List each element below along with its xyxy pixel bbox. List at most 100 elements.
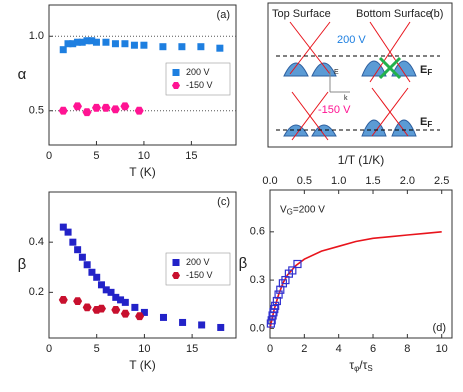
marker	[69, 238, 77, 246]
marker	[102, 38, 110, 46]
marker	[59, 223, 67, 231]
marker	[159, 43, 167, 51]
marker	[120, 102, 130, 111]
annotation: VG=200 V	[280, 204, 325, 216]
marker	[178, 43, 186, 51]
bottom-surface-label: Bottom Surface	[356, 8, 432, 20]
x-tick-label: 10	[138, 343, 150, 355]
panel-label: (a)	[217, 9, 230, 21]
marker	[121, 40, 129, 48]
marker	[101, 103, 111, 112]
x-tick-label: 15	[185, 150, 197, 162]
x2-tick-label: 2.5	[434, 175, 449, 187]
x-axis-label: T (K)	[129, 165, 155, 179]
marker	[140, 308, 148, 316]
legend-box	[165, 62, 231, 96]
marker	[111, 306, 121, 314]
marker	[293, 259, 302, 269]
chart-panel: 0 5 10 15 0.2 0.4β (c) 200 V -150 V	[18, 191, 237, 355]
marker	[97, 304, 106, 313]
dirac-cone	[369, 21, 411, 83]
marker	[83, 261, 91, 269]
x-axis-label-part: T (K)	[129, 165, 155, 179]
energy-axis-label: E	[334, 69, 339, 76]
momentum-axis-label: k	[344, 95, 348, 102]
fermi-label: EF	[420, 116, 432, 129]
legend-label: -150 V	[186, 270, 213, 280]
y-tick-label: 0.5	[29, 105, 44, 117]
marker	[88, 268, 96, 276]
top-surface-label: Top Surface	[272, 8, 331, 20]
fermi-label-sub: F	[427, 68, 432, 77]
marker	[111, 40, 119, 48]
fit-line	[269, 231, 442, 329]
y-tick-label: 0.3	[250, 274, 265, 286]
x2-axis-label: 1/T (1/K)	[338, 153, 384, 167]
marker	[92, 38, 100, 46]
panel-label: (c)	[217, 196, 230, 208]
chart-panel: 0 2 4 6 8 10 0.0 0.3 0.6 0.0 0.5 1.0 1.5 2.0 2.5 1/T (1…	[239, 153, 453, 355]
panel-label: (d)	[433, 322, 446, 334]
x-tick-label: 15	[186, 343, 198, 355]
x-axis-label-part: τ	[349, 358, 354, 372]
x2-tick-label: 0.5	[297, 175, 312, 187]
chart-panel: 0 5 10 15 0.5 1.0 α (a) 200 V -150 V	[18, 4, 237, 162]
x2-tick-label: 2.0	[400, 175, 415, 187]
marker	[120, 309, 130, 318]
marker	[131, 303, 139, 311]
y-axis-label: α	[18, 66, 27, 83]
legend-marker	[172, 272, 180, 279]
marker	[82, 108, 92, 117]
fermi-label-sub: F	[427, 120, 432, 129]
x2-tick-label: 1.0	[331, 175, 346, 187]
x2-tick-label: 1.5	[365, 175, 380, 187]
marker	[134, 106, 144, 115]
legend-marker	[172, 259, 180, 266]
legend-label: 200 V	[186, 67, 210, 77]
y-tick-label: 0.4	[29, 236, 44, 248]
marker	[159, 313, 167, 321]
y-axis-label: β	[18, 256, 27, 273]
x-axis-label: T (K)	[129, 358, 155, 372]
voltage-label: -150 V	[318, 104, 351, 116]
marker	[140, 41, 148, 49]
marker	[198, 321, 206, 329]
marker	[97, 281, 105, 289]
marker	[135, 312, 145, 321]
marker	[102, 286, 110, 294]
marker	[130, 41, 138, 49]
x-tick-label: 6	[370, 343, 376, 355]
fermi-label-main: E	[420, 116, 427, 128]
marker	[69, 40, 77, 48]
marker	[78, 253, 86, 261]
y-tick-label: 0.6	[250, 226, 265, 238]
legend-label: -150 V	[186, 80, 213, 90]
x2-tick-label: 0.0	[262, 175, 277, 187]
marker	[93, 273, 101, 281]
fermi-label-main: E	[420, 64, 427, 76]
dirac-cone	[289, 21, 331, 75]
x-axis-label-part: φ	[354, 364, 359, 373]
marker	[288, 266, 297, 275]
annotation-part: V	[280, 204, 287, 215]
marker	[78, 38, 86, 46]
diagram-frame	[267, 2, 453, 148]
marker	[216, 44, 224, 52]
marker	[267, 316, 276, 325]
annotation-part: =200 V	[293, 204, 325, 215]
x-tick-label: 0	[46, 150, 52, 162]
legend-label: 200 V	[186, 257, 210, 267]
marker	[59, 46, 67, 54]
marker	[73, 38, 81, 46]
dirac-cone	[291, 91, 329, 141]
marker	[58, 106, 68, 115]
marker	[217, 323, 225, 331]
voltage-label: 200 V	[337, 34, 366, 46]
x-tick-label: 2	[301, 343, 307, 355]
marker	[179, 318, 187, 326]
dirac-cone-highlight	[378, 56, 402, 80]
x-tick-label: 10	[436, 343, 448, 355]
annotation-part: G	[287, 207, 293, 216]
marker	[121, 298, 129, 306]
